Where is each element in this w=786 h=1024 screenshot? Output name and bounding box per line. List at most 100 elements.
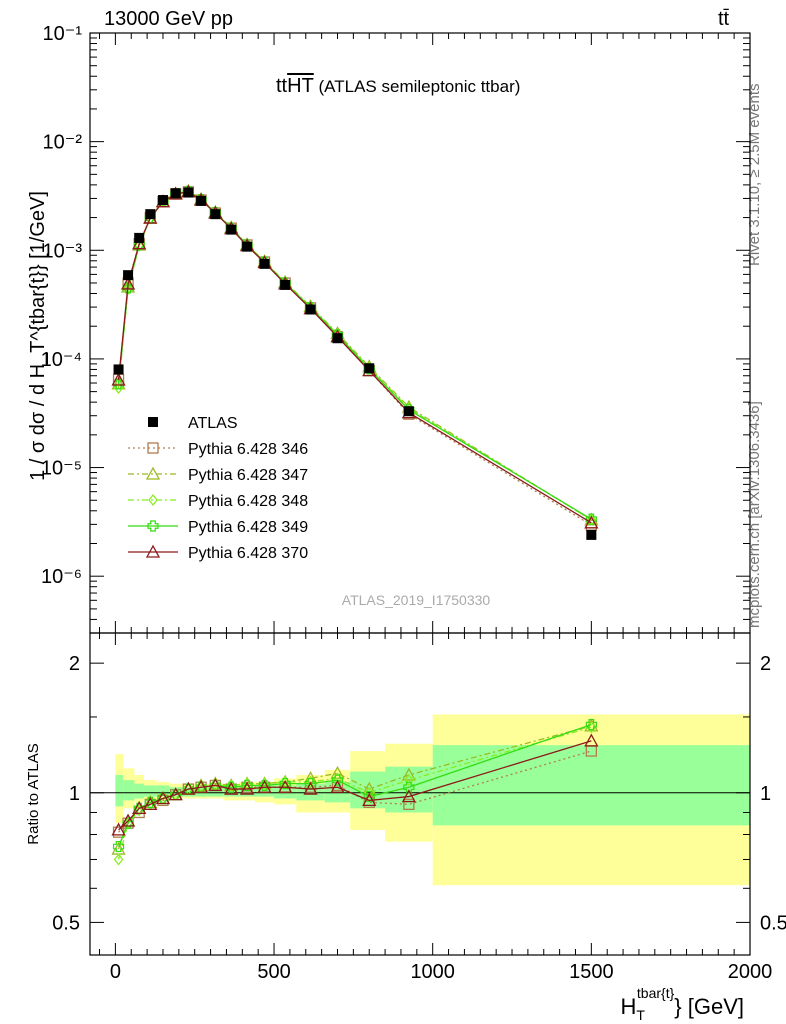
- data-point: [123, 270, 134, 281]
- data-point: [145, 544, 161, 558]
- data-point: [147, 520, 159, 532]
- legend-label: Pythia 6.428 349: [188, 519, 308, 536]
- data-point: [585, 718, 597, 731]
- main-title-rest: (ATLAS semileptonic ttbar): [314, 77, 521, 96]
- x-tick-label: 0: [110, 961, 121, 983]
- data-point: [332, 333, 343, 344]
- data-point: [181, 781, 196, 795]
- data-point: [226, 224, 237, 235]
- axis-tick-labels: 0 500 1000 1500 2000 10⁻⁶ 10⁻⁵ 10⁻⁴ 10⁻³ 10⁻² 10⁻¹…: [41, 23, 786, 983]
- data-point: [134, 239, 145, 252]
- data-point: [111, 822, 126, 836]
- x-axis-label-h: H: [620, 994, 636, 1019]
- x-axis-label-sub: T: [636, 1007, 645, 1023]
- legend-label: Pythia 6.428 347: [188, 467, 308, 484]
- ratio-band-inner: [134, 783, 144, 799]
- y-tick-label: 10⁻¹: [43, 23, 83, 45]
- data-point: [259, 258, 270, 269]
- data-point: [363, 790, 375, 803]
- y-tick-label: 10⁻⁵: [41, 458, 82, 480]
- ratio-uncertainty-bands: [115, 714, 750, 886]
- data-point: [403, 781, 415, 793]
- y-tick-label: 10⁻⁴: [41, 349, 82, 371]
- data-point: [303, 781, 318, 795]
- data-point: [258, 779, 271, 792]
- legend-label: ATLAS: [188, 415, 238, 432]
- legend-label: Pythia 6.428 348: [188, 493, 308, 510]
- series-atlas: [113, 187, 597, 540]
- series-pythia-6-428-370: [111, 184, 599, 529]
- ratio-band-inner: [169, 787, 183, 797]
- data-point: [330, 779, 345, 793]
- data-point: [401, 767, 416, 781]
- data-point: [242, 241, 253, 252]
- data-point: [170, 188, 181, 199]
- data-point: [112, 378, 125, 390]
- legend-label: Pythia 6.428 370: [188, 545, 308, 562]
- legend-entry-pythia-6-428-349: Pythia 6.428 349: [128, 519, 308, 536]
- data-point: [113, 853, 124, 866]
- ratio-y-tick-label: 1: [69, 783, 80, 805]
- data-point: [225, 781, 237, 793]
- ratio-y-tick-label-right: 2: [760, 653, 771, 675]
- data-point: [122, 817, 134, 829]
- legend-entry-pythia-6-428-370: Pythia 6.428 370: [128, 544, 308, 562]
- data-point: [145, 466, 161, 480]
- x-axis-label: HTtbar{t}} [GeV]: [620, 985, 744, 1023]
- data-point: [134, 232, 145, 243]
- x-tick-label: 1000: [410, 961, 455, 983]
- data-point: [155, 791, 171, 805]
- data-point: [280, 279, 291, 290]
- data-point: [305, 304, 316, 315]
- series-line: [118, 740, 592, 831]
- series-pythia-6-428-370: [111, 733, 599, 836]
- energy-label: 13000 GeV pp: [104, 8, 233, 30]
- data-point: [257, 779, 272, 793]
- legend-entry-atlas: ATLAS: [148, 415, 238, 432]
- ratio-band-inner: [207, 787, 224, 797]
- axis-ticks: [90, 32, 751, 955]
- ratio-band-inner: [115, 774, 124, 807]
- data-point: [403, 798, 415, 810]
- data-point: [120, 813, 136, 827]
- ratio-y-tick-label-right: 0.5: [760, 912, 786, 934]
- data-point: [586, 529, 597, 540]
- data-point: [157, 195, 168, 206]
- data-point: [147, 442, 159, 454]
- data-point: [134, 804, 145, 817]
- ratio-band-inner: [123, 780, 135, 801]
- data-point: [143, 796, 158, 810]
- data-point: [584, 733, 599, 747]
- ratio-frame: [89, 632, 751, 956]
- data-point: [585, 513, 597, 525]
- data-point: [113, 364, 124, 375]
- legend-entry-pythia-6-428-348: Pythia 6.428 348: [128, 493, 308, 510]
- ratio-band-inner: [143, 785, 157, 797]
- data-point: [122, 282, 134, 294]
- ratio-band-inner: [432, 745, 750, 826]
- main-title: ttHT (ATLAS semileptonic ttbar): [276, 75, 520, 97]
- series-line: [117, 726, 592, 860]
- data-point: [144, 796, 156, 808]
- data-point: [362, 793, 377, 807]
- y-tick-label: 10⁻³: [43, 240, 83, 262]
- data-point: [404, 774, 414, 787]
- data-point: [111, 372, 126, 386]
- legend-label: Pythia 6.428 346: [188, 441, 308, 458]
- data-point: [148, 493, 158, 507]
- data-point: [145, 209, 156, 220]
- ratio-y-axis-label: Ratio to ATLAS: [25, 743, 42, 844]
- data-point: [132, 801, 147, 815]
- ratio-y-tick-label: 2: [69, 653, 80, 675]
- data-point: [278, 779, 293, 793]
- data-point: [401, 789, 416, 803]
- data-point: [208, 778, 223, 792]
- main-title-ht: HT: [287, 75, 314, 97]
- data-point: [279, 778, 291, 790]
- data-point: [224, 781, 239, 795]
- ratio-y-tick-label-right: 1: [760, 783, 771, 805]
- y-tick-label: 10⁻²: [43, 132, 83, 154]
- ratio-band-inner: [156, 785, 170, 797]
- legend: ATLAS Pythia 6.428 346 Pythia 6.428 347 Pyt…: [128, 415, 308, 562]
